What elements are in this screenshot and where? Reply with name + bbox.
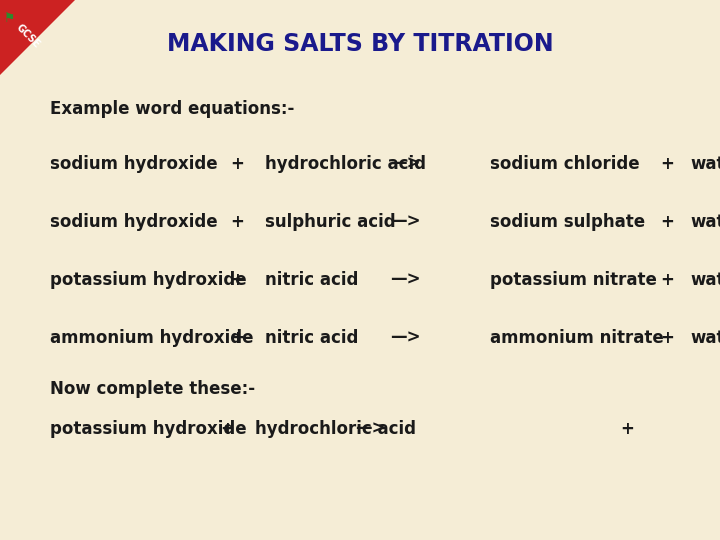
Text: hydrochloric acid: hydrochloric acid (255, 420, 416, 438)
Text: —>: —> (390, 155, 420, 173)
Text: —>: —> (355, 420, 386, 438)
Text: +: + (220, 420, 234, 438)
Text: ammonium hydroxide: ammonium hydroxide (50, 329, 253, 347)
Text: +: + (660, 271, 674, 289)
Text: potassium hydroxide: potassium hydroxide (50, 420, 247, 438)
Text: —>: —> (390, 271, 420, 289)
Text: +: + (230, 329, 244, 347)
Text: water: water (690, 329, 720, 347)
Text: ammonium nitrate: ammonium nitrate (490, 329, 664, 347)
Text: nitric acid: nitric acid (265, 329, 359, 347)
Text: +: + (660, 213, 674, 231)
Text: sodium chloride: sodium chloride (490, 155, 639, 173)
Text: sulphuric acid: sulphuric acid (265, 213, 395, 231)
Text: +: + (230, 271, 244, 289)
Text: potassium nitrate: potassium nitrate (490, 271, 657, 289)
Text: Now complete these:-: Now complete these:- (50, 380, 255, 398)
Text: +: + (660, 329, 674, 347)
Text: Example word equations:-: Example word equations:- (50, 100, 294, 118)
Text: GCSE: GCSE (14, 22, 42, 50)
Polygon shape (0, 0, 75, 75)
Text: —>: —> (390, 213, 420, 231)
Text: water: water (690, 213, 720, 231)
Text: hydrochloric acid: hydrochloric acid (265, 155, 426, 173)
Text: +: + (230, 155, 244, 173)
Text: water: water (690, 271, 720, 289)
Text: potassium hydroxide: potassium hydroxide (50, 271, 247, 289)
Text: sodium sulphate: sodium sulphate (490, 213, 645, 231)
Text: +: + (230, 213, 244, 231)
Text: +: + (660, 155, 674, 173)
Text: MAKING SALTS BY TITRATION: MAKING SALTS BY TITRATION (167, 32, 553, 56)
Text: water: water (690, 155, 720, 173)
Text: nitric acid: nitric acid (265, 271, 359, 289)
Text: +: + (620, 420, 634, 438)
Text: ⚑: ⚑ (4, 11, 16, 24)
Text: sodium hydroxide: sodium hydroxide (50, 213, 217, 231)
Text: —>: —> (390, 329, 420, 347)
Text: sodium hydroxide: sodium hydroxide (50, 155, 217, 173)
